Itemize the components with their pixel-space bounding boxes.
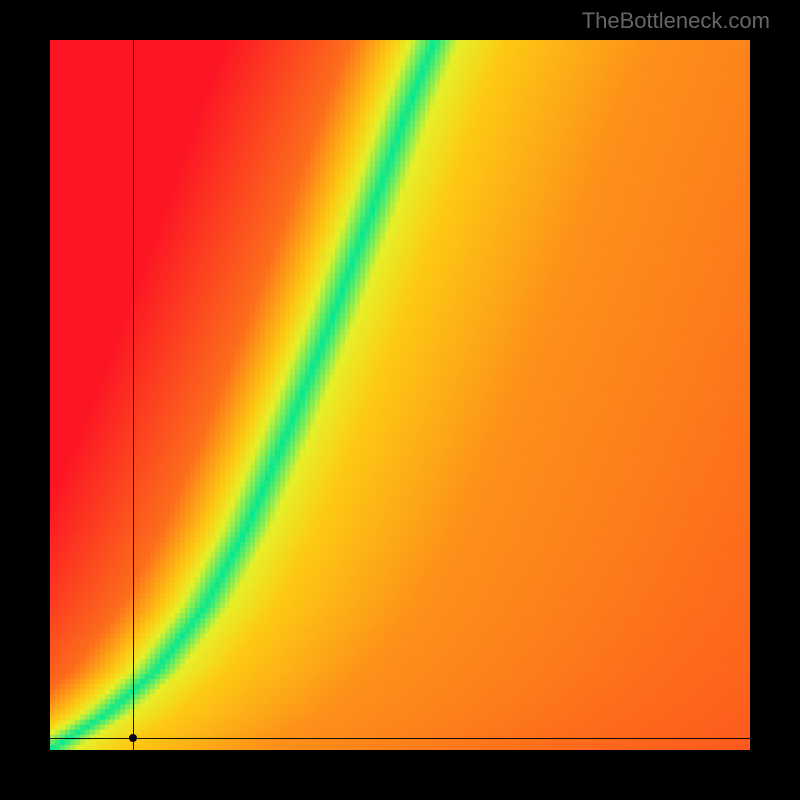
crosshair-vertical-line <box>133 40 134 750</box>
watermark-text: TheBottleneck.com <box>582 8 770 34</box>
heatmap-plot <box>50 40 750 750</box>
crosshair-marker <box>129 734 137 742</box>
crosshair-horizontal-line <box>50 738 750 739</box>
heatmap-canvas <box>50 40 750 750</box>
